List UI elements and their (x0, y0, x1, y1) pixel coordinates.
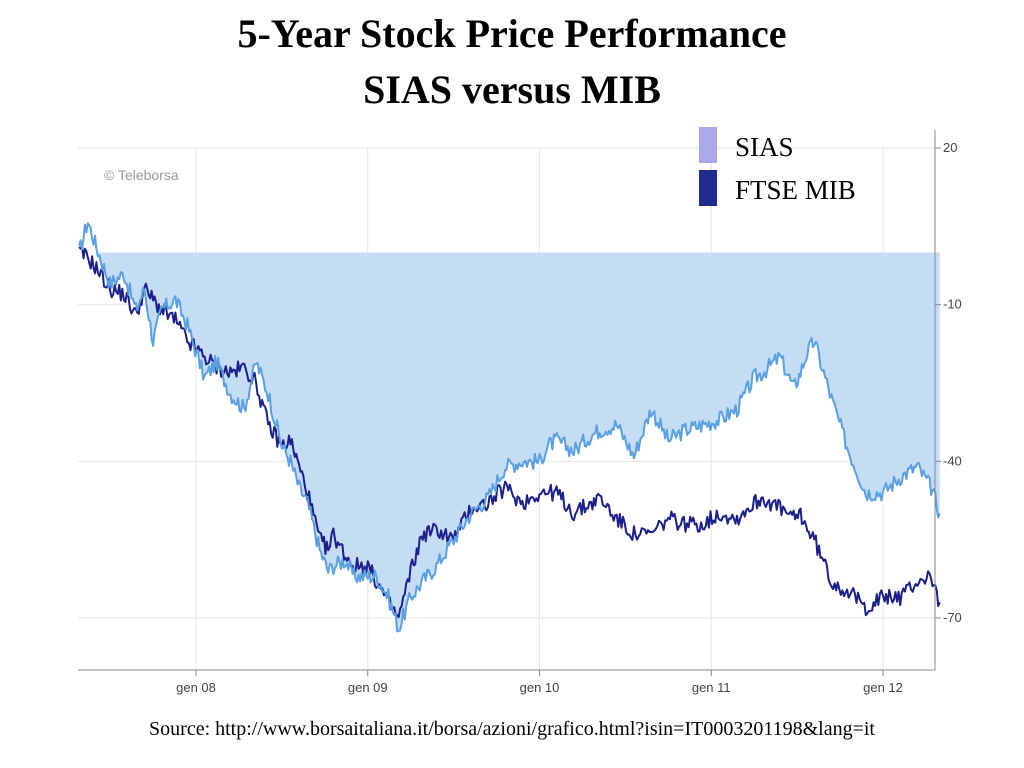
y-tick-label: -10 (943, 297, 962, 312)
legend-label-sias: SIAS (735, 132, 794, 162)
watermark: © Teleborsa (104, 167, 179, 183)
chart-title-line-2: SIAS versus MIB (363, 67, 661, 112)
x-tick-label: gen 12 (863, 680, 903, 695)
y-tick-label: -70 (943, 610, 962, 625)
x-tick-label: gen 09 (348, 680, 388, 695)
legend-swatch-ftse-mib (699, 170, 717, 206)
sias-fill-area (79, 252, 940, 632)
y-tick-label: -40 (943, 453, 962, 468)
x-tick-label: gen 08 (176, 680, 216, 695)
legend: SIAS FTSE MIB (699, 127, 856, 206)
x-tick-label: gen 10 (520, 680, 560, 695)
legend-label-ftse-mib: FTSE MIB (735, 175, 856, 205)
axes (78, 130, 941, 676)
series-line-sias (78, 222, 941, 633)
x-tick-label: gen 11 (692, 680, 731, 695)
y-tick-label: 20 (943, 140, 957, 155)
chart-title-line-1: 5-Year Stock Price Performance (237, 11, 787, 56)
source-text: Source: http://www.borsaitaliana.it/bors… (149, 718, 875, 740)
tick-labels: 20 -10 -40 -70 gen 08 gen 09 gen 10 gen 11 gen 1… (176, 140, 962, 695)
legend-swatch-sias (699, 127, 717, 163)
